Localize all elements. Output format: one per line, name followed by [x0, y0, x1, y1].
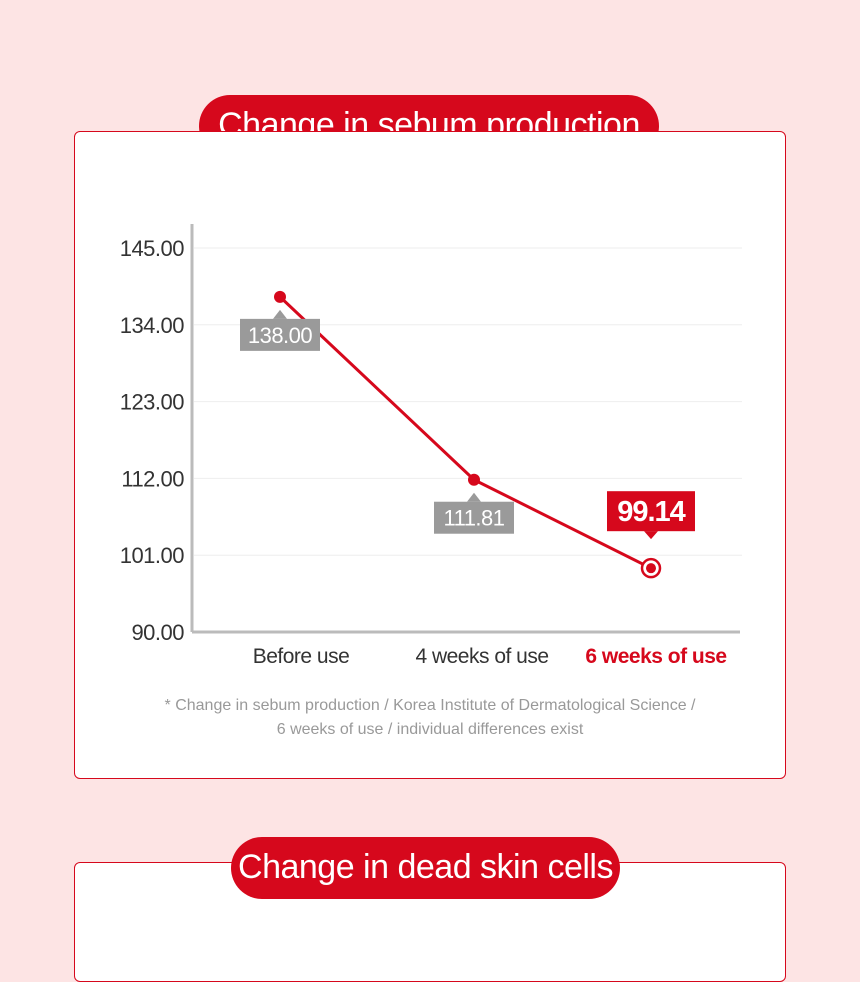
data-point	[274, 290, 286, 303]
second-section-title-pill: Change in dead skin cells	[231, 837, 620, 899]
y-tick-label: 145.00	[120, 236, 185, 261]
footnote: * Change in sebum production / Korea Ins…	[74, 694, 786, 742]
value-label-pointer	[644, 531, 658, 540]
y-tick-label: 90.00	[131, 620, 184, 645]
value-label-pointer	[273, 309, 287, 319]
y-tick-label: 134.00	[120, 313, 185, 338]
value-label: 111.81	[443, 506, 504, 531]
data-point	[646, 563, 656, 574]
data-point	[468, 473, 480, 486]
value-label: 99.14	[617, 496, 685, 528]
x-tick-label: 4 weeks of use	[415, 645, 548, 668]
footnote-line-2: 6 weeks of use / individual differences …	[276, 721, 584, 738]
y-tick-label: 112.00	[121, 466, 184, 491]
x-tick-label: Before use	[253, 645, 350, 668]
line-chart: 145.00 134.00 123.00 112.00 101.00 90.00 Befor…	[120, 224, 742, 668]
footnote-line-1: * Change in sebum production / Korea Ins…	[164, 697, 696, 714]
x-tick-label: 6 weeks of use	[585, 645, 726, 668]
y-tick-label: 123.00	[120, 390, 185, 415]
y-tick-label: 101.00	[120, 543, 185, 568]
value-label-box	[240, 318, 320, 351]
value-label-box	[434, 501, 514, 534]
value-label-pointer	[467, 492, 481, 502]
value-label-box-highlight	[607, 491, 695, 532]
second-section-title: Change in dead skin cells	[238, 848, 613, 886]
value-label: 138.00	[248, 323, 313, 348]
